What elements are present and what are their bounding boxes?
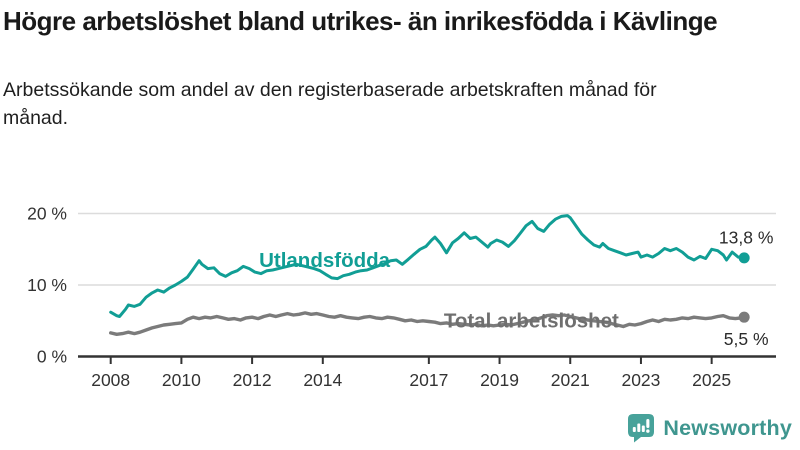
brand-footer: Newsworthy: [627, 413, 792, 443]
x-axis-tick-label: 2008: [91, 370, 130, 390]
logo-bar-1: [633, 427, 637, 432]
series-inline-label: Utlandsfödda: [259, 249, 391, 272]
logo-bar-3: [642, 425, 646, 432]
y-axis-tick-label: 0 %: [37, 347, 67, 367]
series-end-dot: [738, 252, 750, 264]
newsworthy-logo-icon: [628, 414, 655, 443]
y-axis-tick-label: 10 %: [27, 275, 67, 295]
x-axis-tick-label: 2023: [621, 370, 660, 390]
series-line-utlandsfodda: [109, 214, 746, 318]
x-axis-tick-label: 2010: [162, 370, 201, 390]
chart-title: Högre arbetslöshet bland utrikes- än inr…: [3, 6, 718, 36]
x-axis-tick-label: 2014: [303, 370, 342, 390]
series-end-dot: [738, 311, 750, 323]
logo-exclamation-dot: [646, 429, 650, 433]
logo-bar-2: [637, 423, 641, 432]
x-axis-tick-label: 2025: [692, 370, 731, 390]
y-axis-tick-label: 20 %: [27, 204, 67, 224]
x-axis-tick-label: 2019: [480, 370, 519, 390]
series-line-total: [108, 311, 746, 336]
x-axis-tick-label: 2017: [409, 370, 448, 390]
x-axis-tick-label: 2021: [551, 370, 590, 390]
logo-exclamation-bar: [646, 419, 650, 428]
brand-name: Newsworthy: [663, 415, 792, 440]
end-value-annotation: 5,5 %: [724, 329, 769, 349]
chart-subtitle: Arbetssökande som andel av den registerb…: [3, 79, 657, 129]
end-value-annotation: 13,8 %: [719, 227, 773, 247]
x-axis-tick-label: 2012: [233, 370, 272, 390]
series-inline-label: Total arbetslöshet: [444, 310, 619, 333]
